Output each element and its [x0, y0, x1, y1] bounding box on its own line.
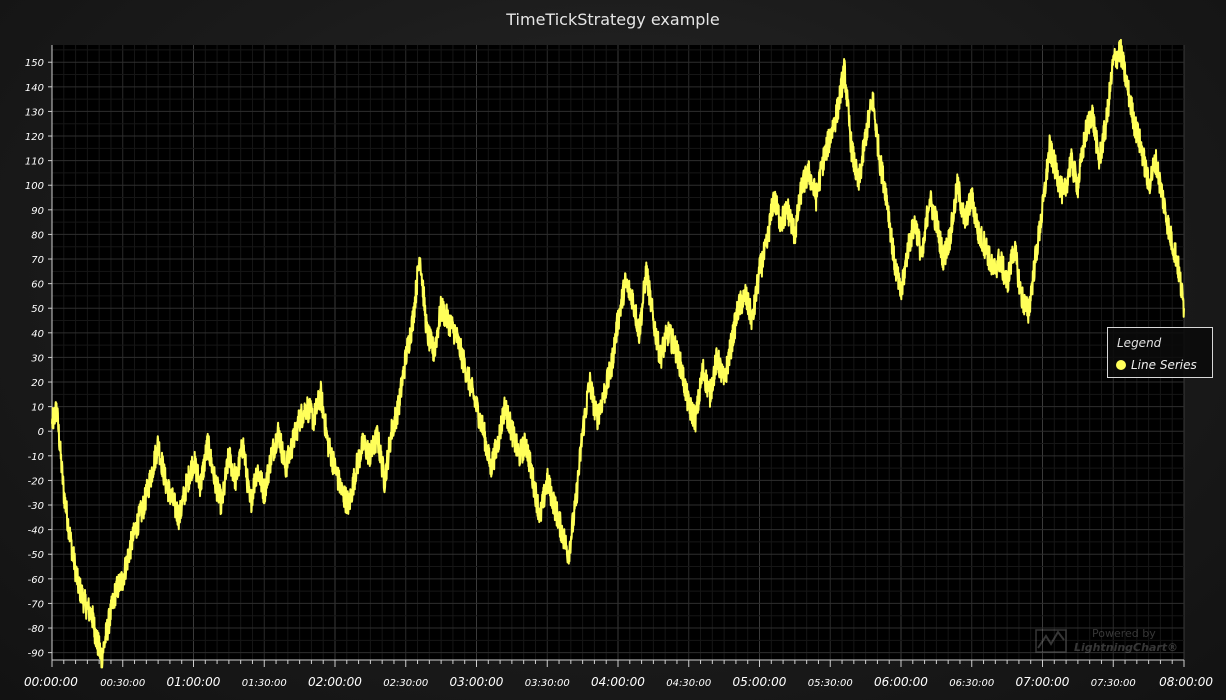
y-tick-label: 90 [31, 206, 44, 217]
x-major-tick-label: 03:00:00 [450, 675, 504, 689]
y-tick-label: -60 [28, 575, 44, 586]
y-tick-label: 40 [31, 329, 44, 340]
lightningchart-logo-icon [1035, 629, 1067, 653]
y-tick-label: 150 [25, 58, 44, 69]
legend-box[interactable]: Legend Line Series [1107, 327, 1213, 378]
y-tick-label: 100 [25, 181, 44, 192]
legend-entry[interactable]: Line Series [1116, 358, 1197, 372]
legend-entry-label: Line Series [1131, 358, 1197, 372]
x-minor-tick-label: 01:30:00 [242, 678, 287, 689]
y-tick-label: -70 [28, 599, 44, 610]
x-minor-tick-label: 02:30:00 [383, 678, 428, 689]
x-minor-tick-label: 05:30:00 [808, 678, 853, 689]
x-major-tick-label: 00:00:00 [24, 675, 78, 689]
x-major-tick-label: 01:00:00 [167, 675, 221, 689]
x-minor-tick-label: 03:30:00 [525, 678, 570, 689]
y-tick-label: 10 [31, 403, 44, 414]
legend-title: Legend [1117, 336, 1162, 350]
x-major-tick-label: 04:00:00 [591, 675, 645, 689]
x-major-tick-label: 08:00:00 [1159, 675, 1213, 689]
y-tick-label: 20 [31, 378, 44, 389]
y-tick-label: 130 [25, 107, 44, 118]
watermark-brand: LightningChart® [1074, 641, 1179, 654]
x-minor-tick-label: 04:30:00 [666, 678, 711, 689]
y-tick-label: 120 [25, 132, 44, 143]
y-tick-label: -10 [28, 452, 44, 463]
x-minor-tick-label: 07:30:00 [1091, 678, 1136, 689]
watermark-powered-by: Powered by [1092, 627, 1156, 640]
y-tick-label: -50 [28, 550, 44, 561]
y-tick-label: 50 [31, 304, 44, 315]
series-layer [51, 38, 1185, 669]
y-tick-label: 30 [31, 353, 44, 364]
x-major-tick-label: 07:00:00 [1016, 675, 1070, 689]
legend-swatch-icon [1116, 360, 1126, 370]
y-tick-label: 70 [31, 255, 44, 266]
x-major-tick-label: 02:00:00 [308, 675, 362, 689]
x-major-tick-label: 05:00:00 [733, 675, 787, 689]
y-tick-label: -20 [28, 476, 44, 487]
y-tick-label: -40 [28, 526, 44, 537]
x-minor-tick-label: 06:30:00 [949, 678, 994, 689]
x-minor-tick-label: 00:30:00 [100, 678, 145, 689]
label-layer: -90 -80 -70 -60 -50 -40 -30 -20 -10 0 10 20 30 40 50 60… [24, 58, 1213, 689]
y-tick-label: 140 [25, 83, 44, 94]
y-tick-label: -80 [28, 624, 44, 635]
watermark: Powered by LightningChart® [1034, 624, 1184, 658]
line-series-path[interactable] [51, 38, 1185, 669]
y-tick-label: -30 [28, 501, 44, 512]
y-tick-label: 80 [31, 230, 44, 241]
chart-title: TimeTickStrategy example [506, 10, 720, 29]
x-major-tick-label: 06:00:00 [874, 675, 928, 689]
y-tick-label: 0 [38, 427, 44, 438]
axis-layer [48, 45, 1185, 667]
y-tick-label: -90 [28, 649, 44, 660]
grid-layer [51, 45, 1185, 660]
y-tick-label: 110 [25, 157, 44, 168]
y-tick-label: 60 [31, 280, 44, 291]
